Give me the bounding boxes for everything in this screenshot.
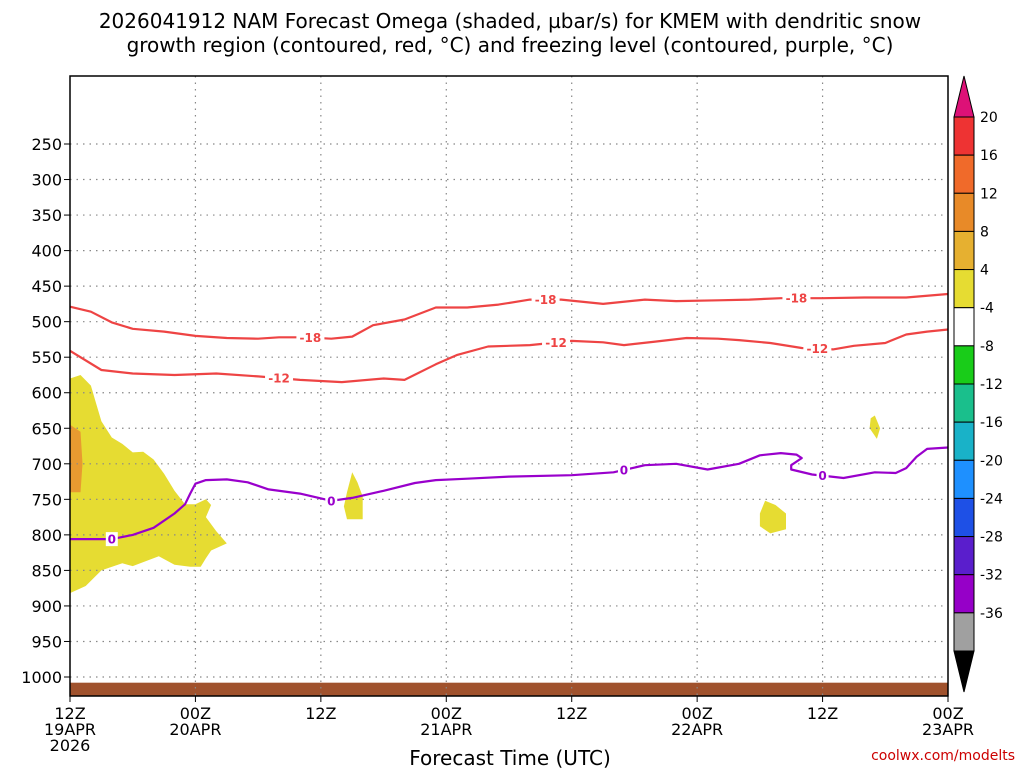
colorbar-label: -32 (980, 568, 1003, 584)
contour-label: -18 (300, 331, 322, 345)
colorbar-label: 12 (980, 186, 998, 202)
colorbar-label: -12 (980, 377, 1003, 393)
y-tick-label: 800 (31, 526, 62, 545)
x-tick-label: 12Z (556, 704, 587, 723)
colorbar-label: 20 (980, 110, 998, 126)
x-tick-label: 12Z (305, 704, 336, 723)
contour-label-background (782, 291, 811, 306)
y-tick-label: 300 (31, 171, 62, 190)
x-tick-label: 12Z (54, 704, 85, 723)
colorbar-label: -24 (980, 491, 1003, 507)
colorbar-segment (953, 497, 975, 538)
colorbar-segment (953, 612, 975, 652)
contour-label: 0 (108, 533, 116, 547)
x-tick-label: 00Z (431, 704, 462, 723)
contour-line (69, 292, 949, 340)
colorbar-segment (953, 459, 975, 499)
omega-shaded-region (759, 500, 786, 534)
contour-label: 0 (620, 463, 628, 477)
colorbar-label: 4 (980, 263, 989, 279)
contour-label: -12 (545, 336, 567, 350)
colorbar-label: -8 (980, 339, 994, 355)
contour-label: -18 (786, 292, 808, 306)
y-tick-label: 1000 (21, 668, 62, 687)
y-tick-label: 600 (31, 384, 62, 403)
colorbar-label: -4 (980, 301, 994, 317)
y-tick-label: 500 (31, 313, 62, 332)
y-tick-label: 250 (31, 135, 62, 154)
colorbar-segment (953, 536, 975, 576)
colorbar-segment (953, 421, 975, 461)
x-tick-label: 21APR (420, 720, 472, 739)
contour-label-background (265, 371, 294, 386)
contour-line (69, 328, 949, 384)
contour-label-background (325, 493, 338, 508)
x-tick-label: 23APR (922, 720, 974, 739)
chart-title-line1: 2026041912 NAM Forecast Omega (shaded, µ… (99, 9, 921, 33)
credit-text: coolwx.com/modelts (871, 748, 1015, 764)
omega-shaded-region (343, 472, 363, 520)
colorbar-segment (953, 154, 975, 194)
colorbar-segment (953, 230, 975, 271)
x-tick-label: 00Z (681, 704, 712, 723)
colorbar: 20 16 12 8 4 -4 -8 -12 -16 -20 -24 -28 -32 -36 (953, 75, 1003, 693)
contour-label-background (296, 330, 325, 345)
colorbar-bottom-triangle (953, 650, 975, 693)
colorbar-segment (953, 345, 975, 385)
y-tick-label: 850 (31, 561, 62, 580)
colorbar-label: 16 (980, 148, 998, 164)
colorbar-segment (953, 574, 975, 614)
colorbar-label: -36 (980, 606, 1003, 622)
terrain-layer (70, 682, 948, 696)
x-tick-label: 2026 (50, 736, 91, 755)
colorbar-segment (953, 116, 975, 156)
colorbar-label: 8 (980, 224, 989, 240)
contour-label-background (617, 462, 630, 477)
y-tick-label: 550 (31, 348, 62, 367)
contour-label: 0 (818, 469, 826, 483)
y-tick-label: 700 (31, 455, 62, 474)
x-tick-label: 20APR (169, 720, 221, 739)
pressure-axis: 250 300 350 400 450 500 550 600 650 700 750 800 850 9… (21, 135, 70, 687)
colorbar-segment (953, 269, 975, 309)
omega-shaded-region (869, 415, 881, 439)
contour-label-background (531, 292, 560, 307)
contour-label: -18 (535, 293, 557, 307)
x-tick-label: 00Z (932, 704, 963, 723)
y-tick-label: 400 (31, 242, 62, 261)
y-tick-label: 900 (31, 597, 62, 616)
x-tick-label: 12Z (807, 704, 838, 723)
x-tick-label: 00Z (180, 704, 211, 723)
contour-label-background (105, 532, 118, 547)
contour-label: 0 (327, 494, 335, 508)
colorbar-segment (953, 192, 975, 232)
x-tick-label: 19APR (44, 720, 96, 739)
contour-label: -12 (268, 372, 290, 386)
omega-shaded-region (70, 424, 83, 493)
colorbar-segment (953, 307, 975, 347)
colorbar-label: -20 (980, 453, 1003, 469)
y-tick-label: 350 (31, 206, 62, 225)
y-tick-label: 450 (31, 277, 62, 296)
y-tick-label: 750 (31, 490, 62, 509)
chart-title-line2: growth region (contoured, red, °C) and f… (127, 33, 894, 57)
colorbar-label: -16 (980, 415, 1003, 431)
y-tick-label: 650 (31, 419, 62, 438)
contour-label-background (816, 468, 829, 483)
contour-label-background (803, 341, 832, 356)
colorbar-label: -28 (980, 530, 1003, 546)
terrain-fill (70, 682, 948, 696)
plot-frame (69, 75, 949, 697)
y-tick-label: 950 (31, 632, 62, 651)
contour-label-background (542, 335, 571, 350)
colorbar-segment (953, 383, 975, 423)
contour-label: -12 (807, 342, 829, 356)
contour-layer: -18 -18 -18 -12 -12 -12 0 0 0 0 (69, 291, 949, 547)
x-axis-label: Forecast Time (UTC) (409, 746, 611, 768)
x-tick-label: 22APR (671, 720, 723, 739)
